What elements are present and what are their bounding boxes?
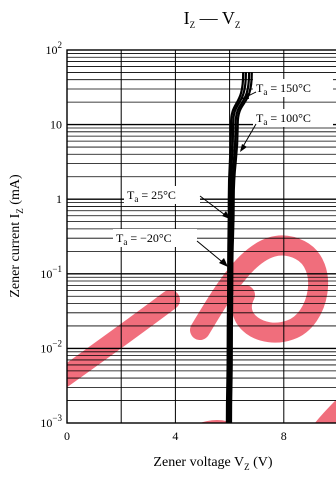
annotation-25: Ta = 25°C [127,188,176,204]
annotation-100: Ta = 100°C [256,111,311,127]
annotation-arrowhead [219,258,228,267]
annotations: Ta = 150°C Ta = 100°C Ta = 25°C Ta = −20… [113,79,333,267]
y-axis-label: Zener current IZ (mA) [8,174,25,298]
tick-labels: 0 4 8 102 10 1 10−1 10−2 10−3 [40,40,286,443]
y-tick-label: 10−3 [40,413,62,430]
y-tick-label: 10 [50,118,62,132]
y-tick-label: 10−2 [40,338,62,355]
curves [225,72,253,424]
x-axis-label: Zener voltage VZ (V) [153,455,272,472]
annotation-arrowhead [240,144,247,152]
x-tick-label: 8 [281,429,287,443]
watermark [67,235,336,423]
annotation-bg [253,109,333,127]
y-tick-label: 102 [46,40,63,57]
annotation-bg [113,229,197,247]
y-tick-label: 1 [56,192,62,206]
plot-frame [66,49,336,424]
annotation-arrowhead [242,93,249,99]
series-curve-0 [225,72,245,424]
watermark-stroke [314,399,336,423]
annotation-arrowhead [222,211,230,219]
grid [67,50,336,423]
watermark-stroke [190,235,329,343]
chart-title: IZ — VZ [184,8,241,30]
y-tick-label: 10−1 [40,264,62,281]
annotation-bg [124,186,200,204]
x-tick-label: 0 [64,429,70,443]
x-tick-label: 4 [172,429,178,443]
annotation-bg [253,79,333,97]
annotation-minus20: Ta = −20°C [116,231,172,247]
series-curve-1 [227,72,247,424]
series-curve-2 [228,72,251,424]
series-curve-3 [229,72,253,424]
watermark-stroke [67,290,180,388]
annotation-150: Ta = 150°C [256,81,311,97]
